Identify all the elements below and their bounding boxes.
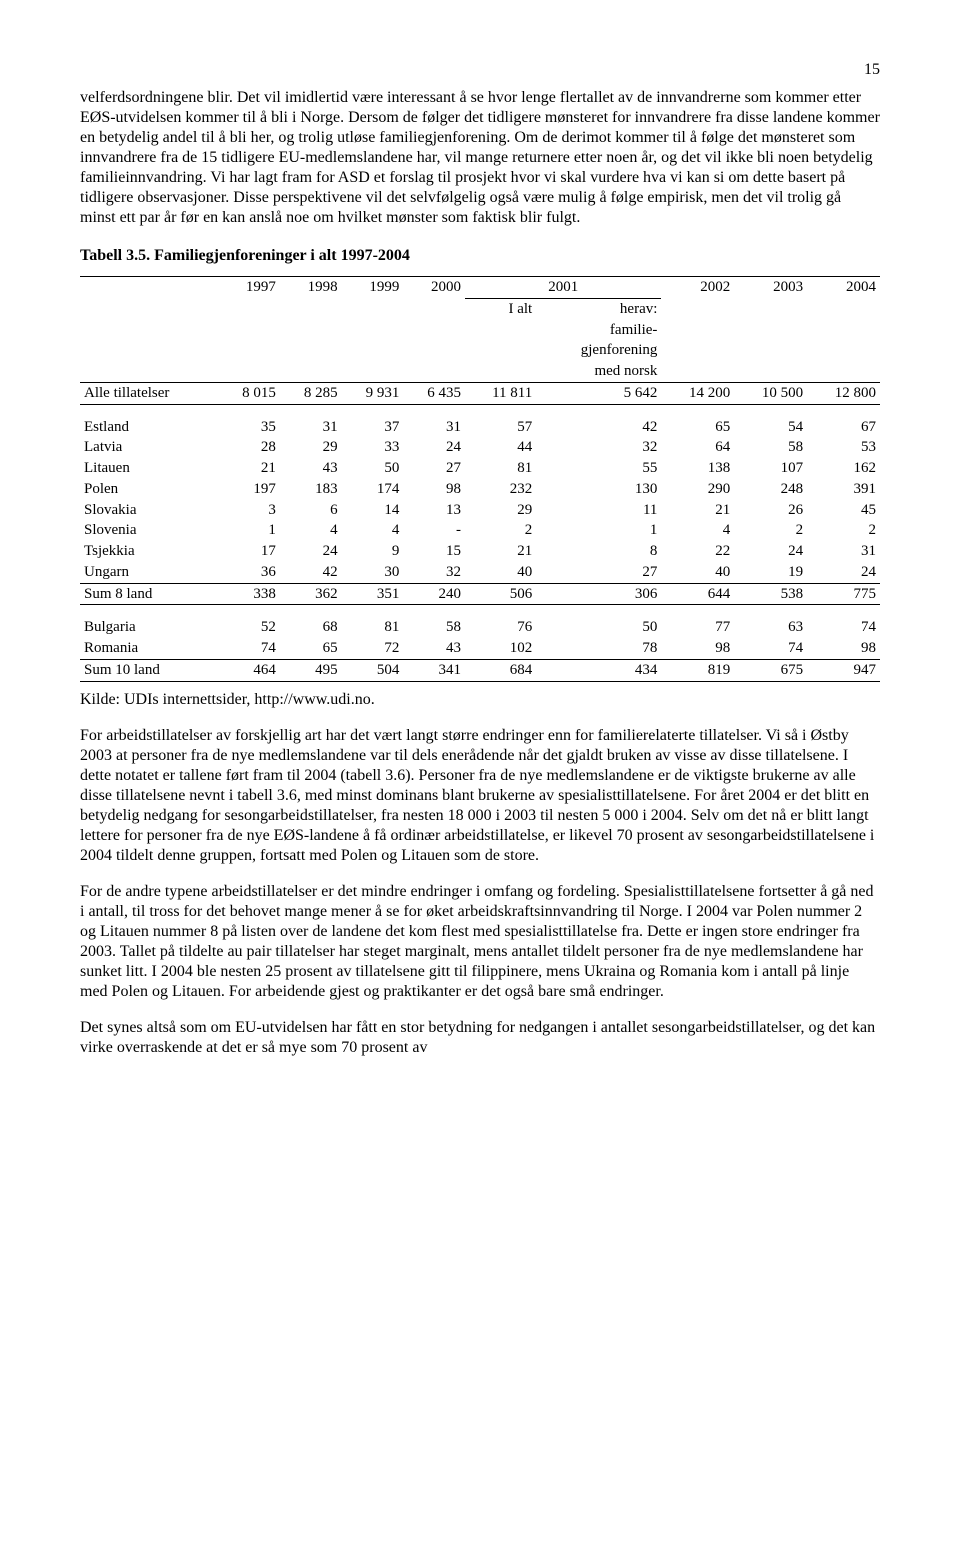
col-2003: 2003 <box>734 277 807 299</box>
row-ungarn: Ungarn 364230324027401924 <box>80 562 880 583</box>
page-number: 15 <box>80 60 880 80</box>
col-1999: 1999 <box>342 277 404 299</box>
table-familiegjenforeninger: 1997 1998 1999 2000 2001 2002 2003 2004 … <box>80 276 880 682</box>
col-ialt: I alt <box>465 298 536 319</box>
row-romania: Romania 7465724310278987498 <box>80 638 880 659</box>
table-header-row-5: med norsk <box>80 361 880 382</box>
row-slovakia: Slovakia 3614132911212645 <box>80 500 880 521</box>
col-herav-2: familie- <box>536 320 661 341</box>
row-sum8: Sum 8 land 338362351240506306644538775 <box>80 583 880 605</box>
paragraph-1: velferdsordningene blir. Det vil imidler… <box>80 88 880 228</box>
row-alle: Alle tillatelser 8 0158 2859 9316 43511 … <box>80 382 880 404</box>
table-header-row-1: 1997 1998 1999 2000 2001 2002 2003 2004 <box>80 277 880 299</box>
row-polen: Polen 19718317498232130290248391 <box>80 479 880 500</box>
col-2001: 2001 <box>465 277 661 299</box>
paragraph-2: For arbeidstillatelser av forskjellig ar… <box>80 726 880 866</box>
paragraph-4: Det synes altså som om EU-utvidelsen har… <box>80 1018 880 1058</box>
col-1997: 1997 <box>218 277 280 299</box>
table-header-row-2: I alt herav: <box>80 298 880 319</box>
row-sum10: Sum 10 land 464495504341684434819675947 <box>80 659 880 681</box>
col-herav-4: med norsk <box>536 361 661 382</box>
row-estland: Estland 353137315742655467 <box>80 417 880 438</box>
row-slovenia: Slovenia 144-21422 <box>80 520 880 541</box>
col-1998: 1998 <box>280 277 342 299</box>
row-litauen: Litauen 214350278155138107162 <box>80 458 880 479</box>
table-header-row-4: gjenforening <box>80 340 880 361</box>
col-2002: 2002 <box>661 277 734 299</box>
table-title: Tabell 3.5. Familiegjenforeninger i alt … <box>80 246 880 266</box>
row-bulgaria: Bulgaria 526881587650776374 <box>80 617 880 638</box>
row-latvia: Latvia 282933244432645853 <box>80 437 880 458</box>
col-herav-1: herav: <box>536 298 661 319</box>
col-2000: 2000 <box>403 277 465 299</box>
table-source: Kilde: UDIs internettsider, http://www.u… <box>80 690 880 710</box>
col-2004: 2004 <box>807 277 880 299</box>
col-herav-3: gjenforening <box>536 340 661 361</box>
row-tsjekkia: Tsjekkia 1724915218222431 <box>80 541 880 562</box>
table-header-row-3: familie- <box>80 320 880 341</box>
paragraph-3: For de andre typene arbeidstillatelser e… <box>80 882 880 1002</box>
